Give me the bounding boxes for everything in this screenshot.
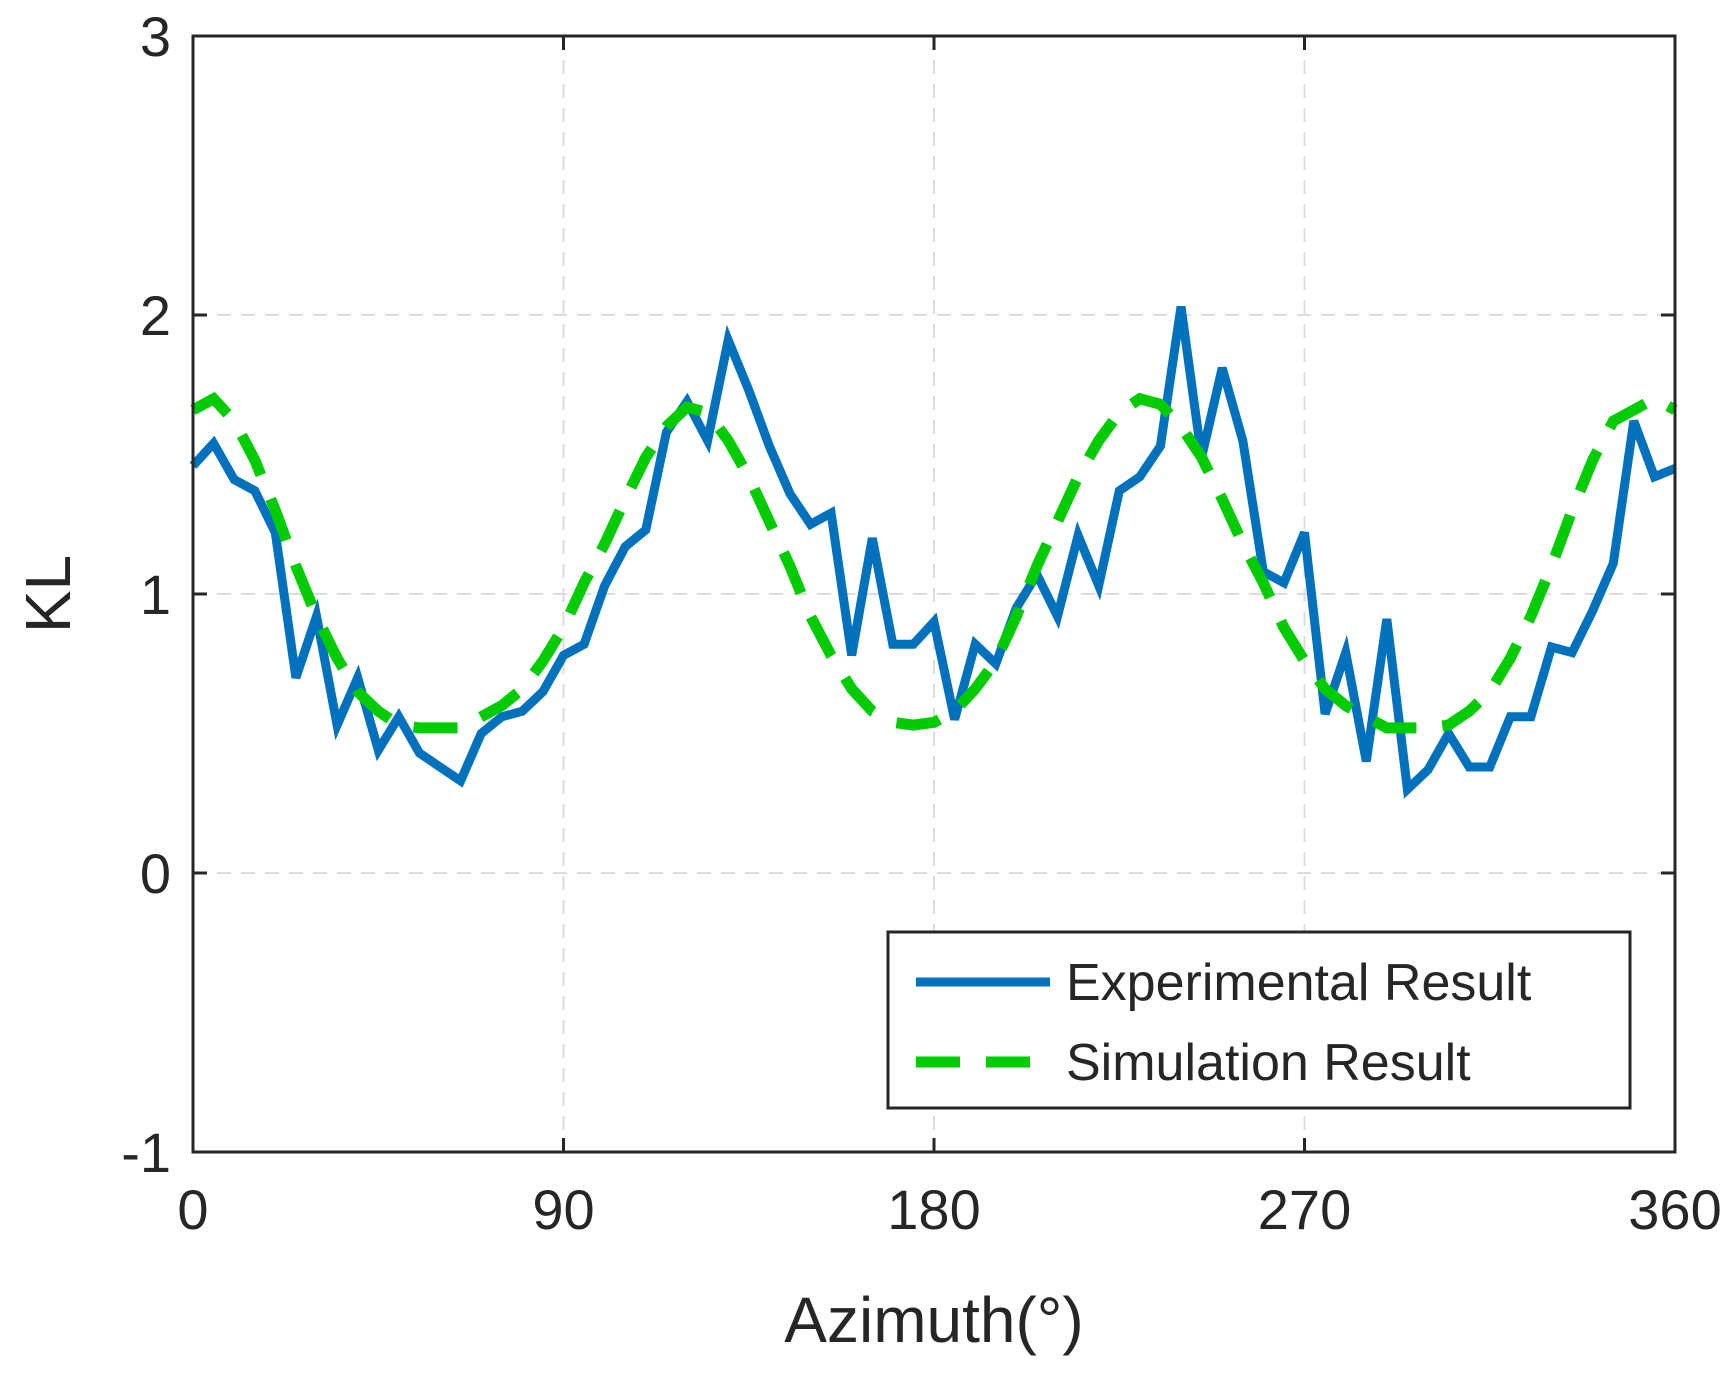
y-axis-label: KL	[12, 555, 84, 633]
y-tick-label: 1	[140, 563, 171, 626]
axes-layer	[191, 34, 1677, 1154]
y-tick-label: -1	[121, 1121, 171, 1184]
x-tick-label: 270	[1258, 1178, 1351, 1241]
legend-label-simulation: Simulation Result	[1066, 1034, 1471, 1092]
x-tick-label: 180	[887, 1178, 980, 1241]
y-tick-label: 2	[140, 284, 171, 347]
y-tick-label: 0	[140, 842, 171, 905]
x-tick-label: 360	[1628, 1178, 1721, 1241]
y-tick-label: 3	[140, 5, 171, 68]
x-axis-label: Azimuth(°)	[784, 1284, 1083, 1356]
grid-layer	[193, 36, 1675, 1152]
legend-label-experimental: Experimental Result	[1066, 954, 1532, 1012]
x-tick-label: 0	[177, 1178, 208, 1241]
legend: Experimental Result Simulation Result	[886, 930, 1632, 1110]
x-tick-label: 90	[532, 1178, 594, 1241]
series-layer	[189, 305, 1678, 799]
series-line-simulation	[190, 391, 1678, 734]
legend-box	[886, 930, 1632, 1110]
series-line-experimental	[189, 305, 1677, 799]
